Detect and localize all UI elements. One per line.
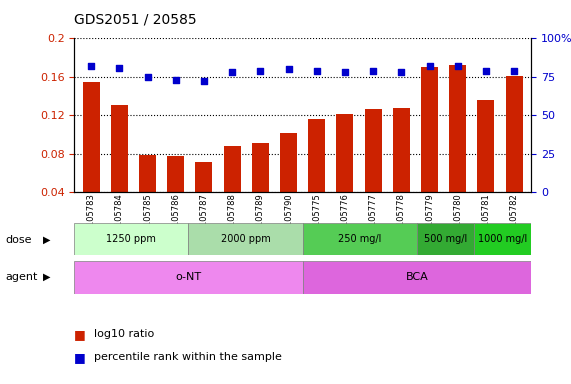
Bar: [167, 157, 184, 230]
Point: [199, 78, 208, 84]
Bar: [474, 223, 531, 255]
Point: [115, 65, 124, 71]
Point: [425, 63, 434, 69]
Bar: [336, 114, 353, 230]
Bar: [449, 65, 466, 230]
Text: ▶: ▶: [43, 235, 50, 245]
Text: dose: dose: [6, 235, 32, 245]
Bar: [365, 109, 381, 230]
Point: [453, 63, 463, 69]
Bar: [252, 143, 269, 230]
Bar: [195, 162, 212, 230]
Point: [340, 69, 349, 75]
Bar: [224, 146, 240, 230]
Bar: [303, 223, 417, 255]
Text: ■: ■: [74, 328, 86, 341]
Text: 1250 ppm: 1250 ppm: [106, 234, 156, 244]
Point: [87, 63, 96, 69]
Bar: [74, 261, 303, 294]
Bar: [303, 261, 531, 294]
Point: [397, 69, 406, 75]
Bar: [417, 223, 474, 255]
Text: ■: ■: [74, 351, 86, 364]
Text: o-NT: o-NT: [175, 272, 202, 283]
Text: 250 mg/l: 250 mg/l: [338, 234, 381, 244]
Point: [284, 66, 293, 72]
Bar: [393, 108, 410, 230]
Text: ▶: ▶: [43, 272, 50, 282]
Bar: [188, 223, 303, 255]
Bar: [477, 100, 494, 230]
Text: 500 mg/l: 500 mg/l: [424, 234, 467, 244]
Text: GDS2051 / 20585: GDS2051 / 20585: [74, 13, 197, 27]
Text: agent: agent: [6, 272, 38, 282]
Text: log10 ratio: log10 ratio: [94, 329, 155, 339]
Point: [481, 68, 490, 74]
Text: 2000 ppm: 2000 ppm: [220, 234, 271, 244]
Point: [228, 69, 237, 75]
Bar: [74, 223, 188, 255]
Bar: [506, 76, 522, 230]
Text: BCA: BCA: [405, 272, 428, 283]
Point: [171, 77, 180, 83]
Point: [143, 74, 152, 80]
Bar: [83, 82, 99, 230]
Text: percentile rank within the sample: percentile rank within the sample: [94, 352, 282, 362]
Point: [509, 68, 518, 74]
Bar: [308, 119, 325, 230]
Bar: [421, 67, 438, 230]
Bar: [111, 104, 128, 230]
Point: [312, 68, 321, 74]
Bar: [139, 155, 156, 230]
Bar: [280, 134, 297, 230]
Point: [368, 68, 377, 74]
Text: 1000 mg/l: 1000 mg/l: [478, 234, 527, 244]
Point: [256, 68, 265, 74]
